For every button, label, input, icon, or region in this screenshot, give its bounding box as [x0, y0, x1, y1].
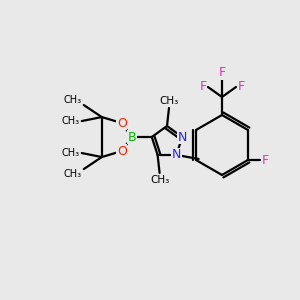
Text: N: N [178, 130, 187, 144]
Text: CH₃: CH₃ [64, 95, 82, 105]
Text: F: F [218, 67, 226, 80]
Text: N: N [172, 148, 181, 161]
Text: B: B [128, 130, 136, 144]
Text: CH₃: CH₃ [159, 96, 178, 106]
Text: O: O [117, 117, 127, 130]
Text: F: F [261, 154, 268, 166]
Text: CH₃: CH₃ [150, 175, 169, 185]
Text: CH₃: CH₃ [62, 116, 80, 126]
Text: O: O [117, 145, 127, 158]
Text: F: F [237, 80, 244, 92]
Text: CH₃: CH₃ [62, 148, 80, 158]
Text: CH₃: CH₃ [64, 169, 82, 179]
Text: F: F [200, 80, 207, 92]
